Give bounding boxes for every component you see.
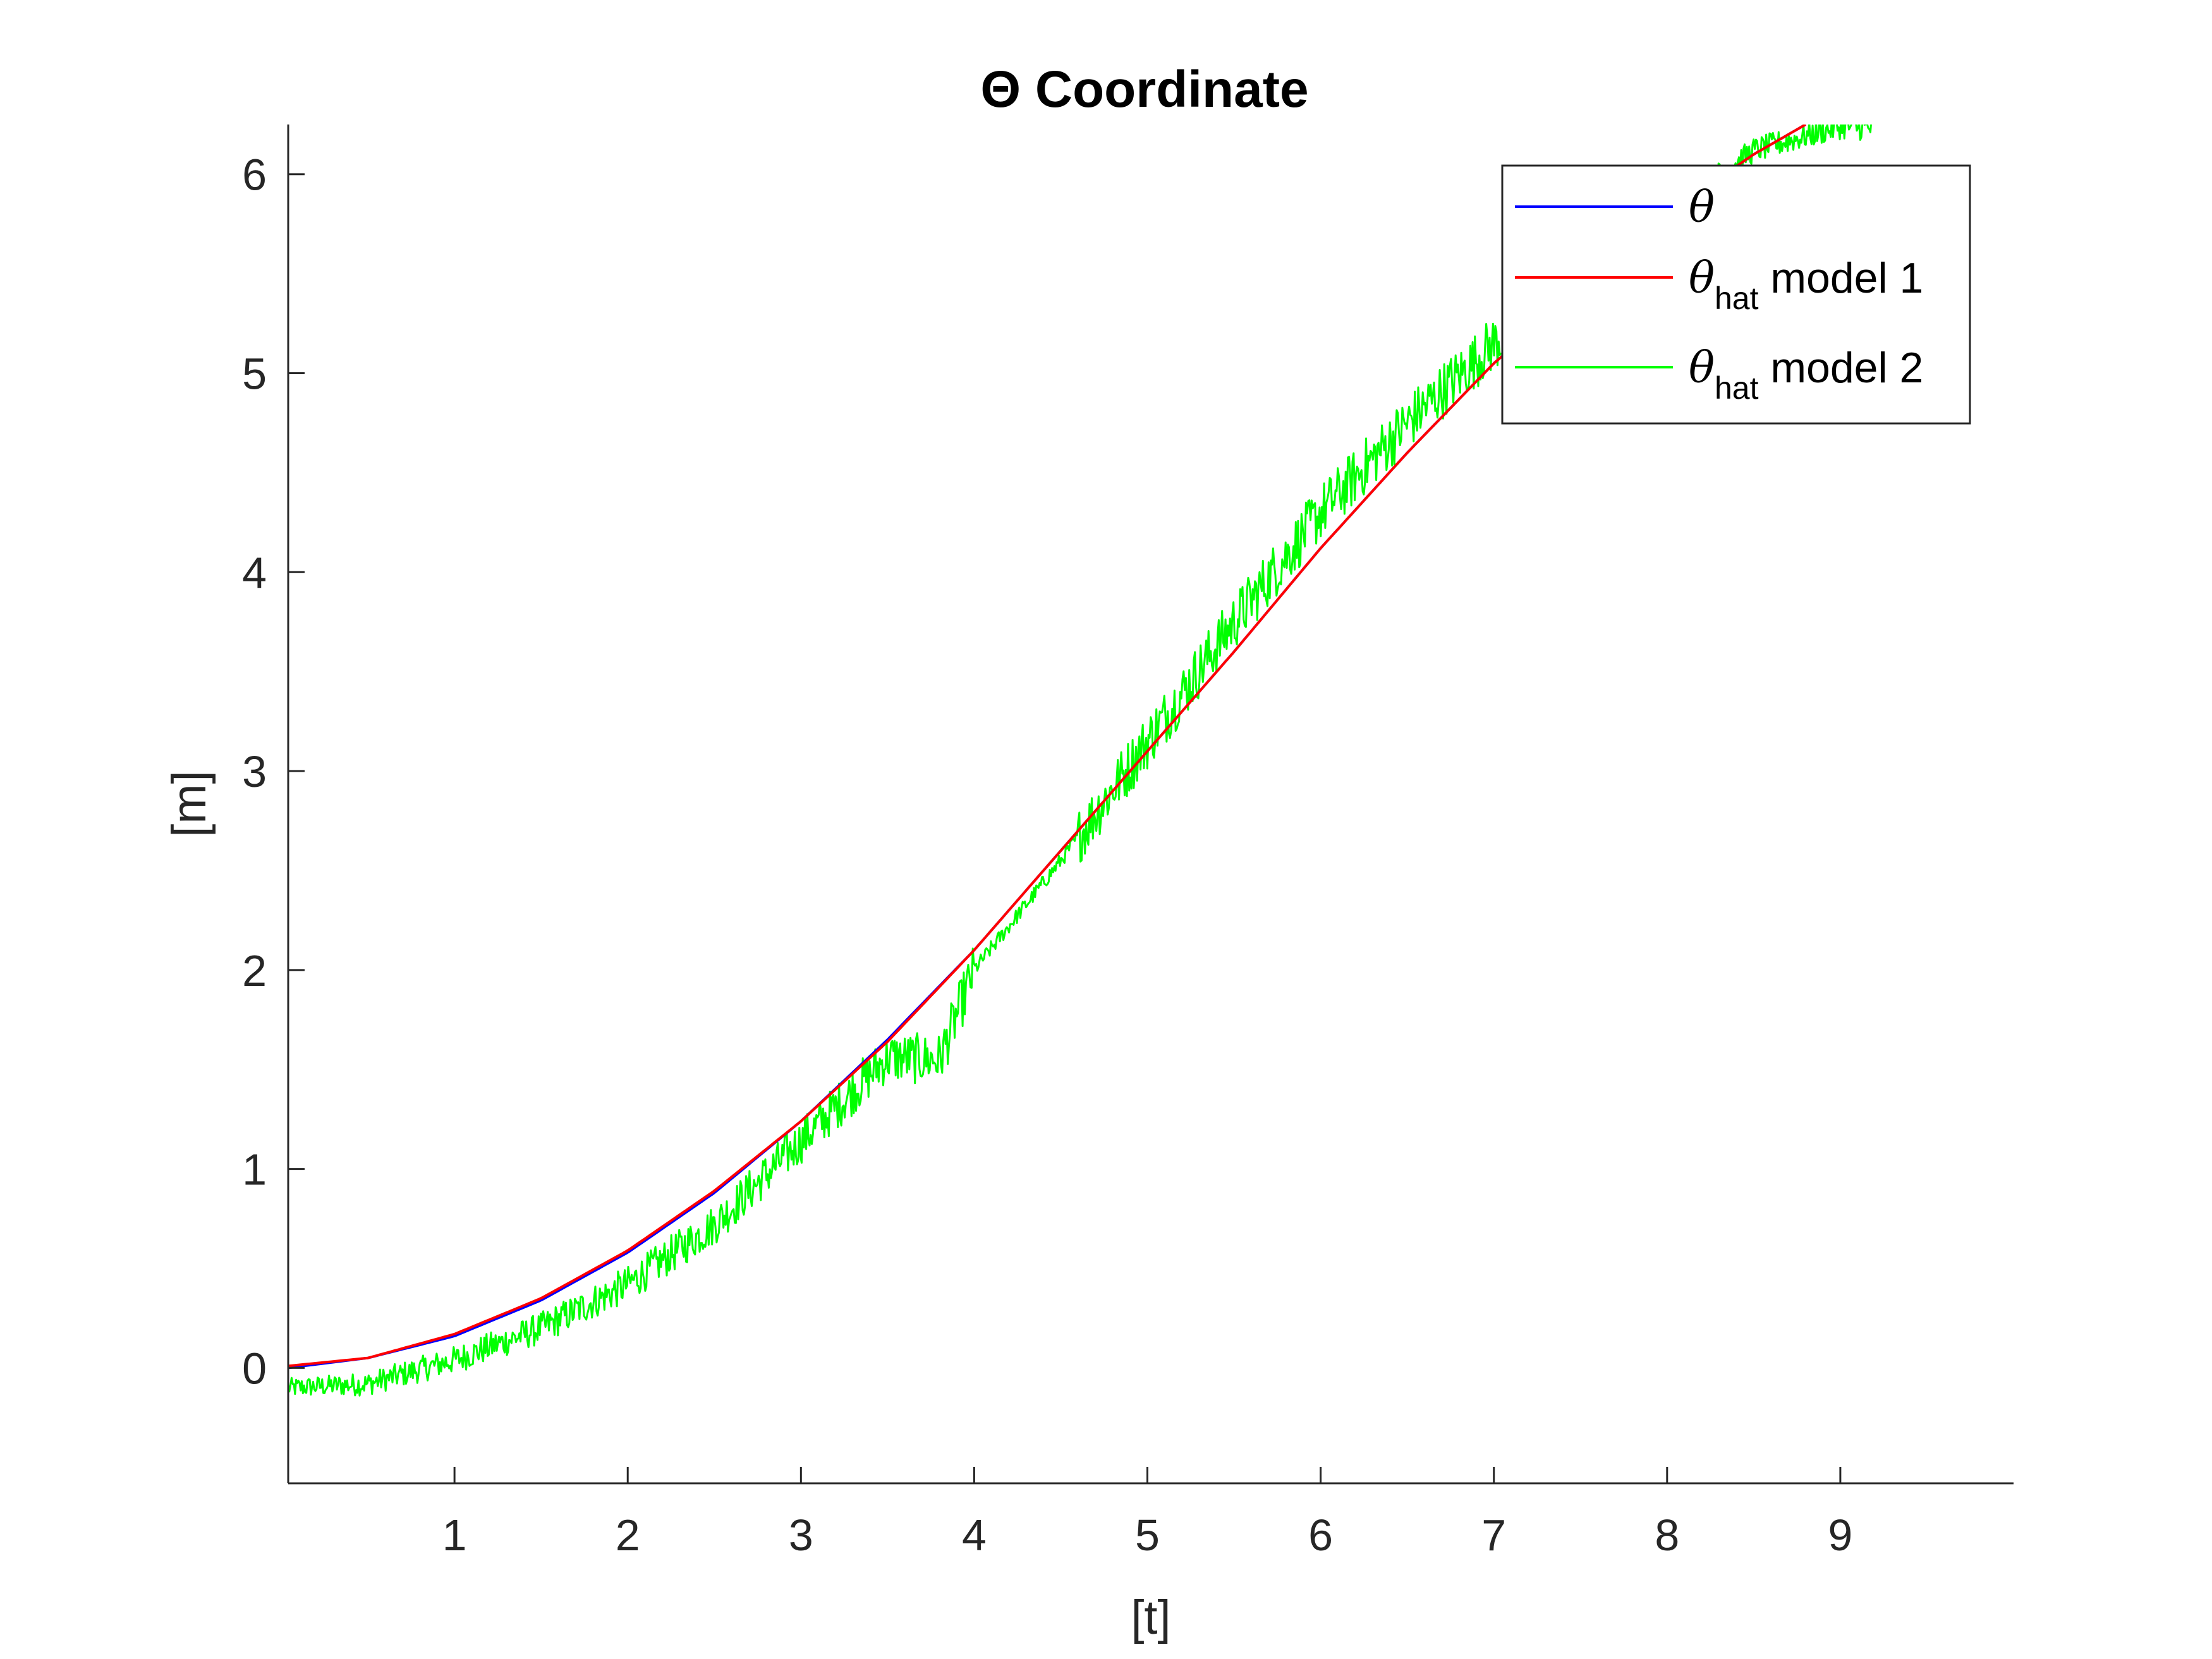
x-tick-label: 1 (442, 1510, 467, 1560)
y-axis-label: [m] (162, 770, 216, 837)
legend-entry: θhat model 1 (1689, 253, 1923, 316)
legend-entry: θhat model 2 (1689, 343, 1923, 406)
x-tick-label: 3 (789, 1510, 813, 1560)
axes: 1 2 3 4 5 6 7 8 9 0 1 2 3 4 5 6 (242, 125, 2014, 1560)
x-tick-label: 8 (1655, 1510, 1679, 1560)
y-tick-label: 6 (242, 150, 267, 200)
y-tick-label: 2 (242, 946, 267, 995)
x-tick-label: 5 (1135, 1510, 1160, 1560)
x-tick-label: 2 (616, 1510, 640, 1560)
legend: θ θhat model 1 θhat model 2 (1501, 164, 1971, 425)
x-axis-label: [t] (1131, 1591, 1170, 1644)
y-ticks: 0 1 2 3 4 5 6 (242, 150, 305, 1393)
y-tick-label: 1 (242, 1145, 267, 1194)
y-tick-label: 5 (242, 349, 267, 398)
chart-title: Θ Coordinate (980, 61, 1308, 118)
x-tick-label: 6 (1308, 1510, 1333, 1560)
x-ticks: 1 2 3 4 5 6 7 8 9 (442, 1467, 1852, 1560)
x-tick-label: 4 (962, 1510, 987, 1560)
legend-box (1501, 164, 1971, 425)
y-tick-label: 0 (242, 1344, 267, 1393)
legend-entry: θ (1689, 183, 1715, 233)
y-tick-label: 4 (242, 548, 267, 597)
x-tick-label: 9 (1828, 1510, 1852, 1560)
y-tick-label: 3 (242, 747, 267, 796)
x-tick-label: 7 (1481, 1510, 1506, 1560)
